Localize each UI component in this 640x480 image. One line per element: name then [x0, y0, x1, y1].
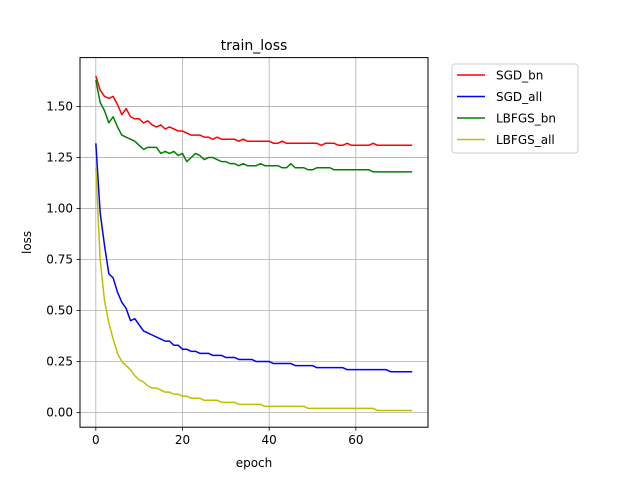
axis-ticks: 0 20 40 60 0.00 0.25 0.50 0.75 1.00 1.25 1.50	[46, 100, 363, 448]
x-tick-label: 0	[92, 433, 100, 447]
y-tick-label: 0.75	[46, 253, 73, 267]
plot-frame	[79, 57, 429, 428]
legend-label-lbfgs-bn: LBFGS_bn	[496, 112, 556, 126]
grid-lines	[80, 57, 428, 428]
y-tick-label: 0.00	[46, 406, 73, 420]
series-lines	[95, 75, 413, 412]
legend: SGD_bn SGD_all LBFGS_bn LBFGS_all	[451, 63, 579, 154]
legend-label-sgd-bn: SGD_bn	[496, 69, 543, 83]
chart-title: train_loss	[221, 38, 288, 54]
y-tick-label: 0.25	[46, 355, 73, 369]
legend-items: SGD_bn SGD_all LBFGS_bn LBFGS_all	[457, 69, 556, 147]
series-line-lbfgs-bn	[95, 79, 413, 173]
x-tick-label: 40	[262, 433, 277, 447]
series-line-sgd-all	[95, 143, 413, 373]
x-tick-label: 60	[348, 433, 363, 447]
y-tick-label: 1.00	[46, 202, 73, 216]
series-line-lbfgs-all	[95, 167, 413, 412]
y-axis-label: loss	[20, 231, 34, 254]
y-tick-label: 0.50	[46, 304, 73, 318]
legend-label-lbfgs-all: LBFGS_all	[496, 133, 555, 147]
y-tick-label: 1.50	[46, 100, 73, 114]
x-axis-label: epoch	[236, 456, 273, 470]
legend-label-sgd-all: SGD_all	[496, 90, 542, 104]
legend-box	[451, 63, 579, 154]
series-line-sgd-bn	[95, 75, 413, 147]
x-tick-label: 20	[175, 433, 190, 447]
y-tick-label: 1.25	[46, 151, 73, 165]
